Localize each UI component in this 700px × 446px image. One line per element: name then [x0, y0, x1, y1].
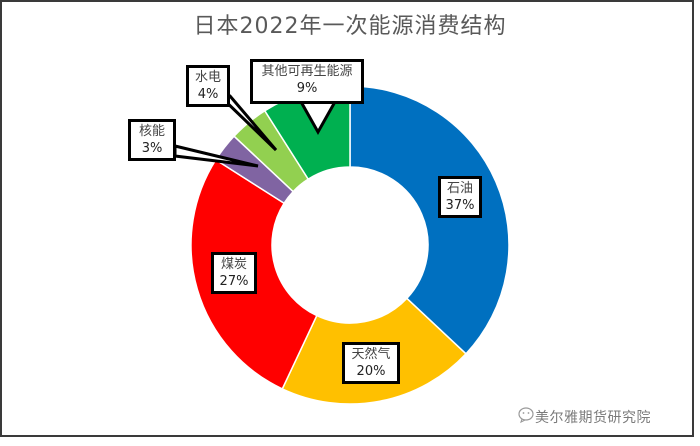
label-value: 9%	[296, 81, 318, 96]
label-name: 煤炭	[220, 257, 247, 272]
label-value: 3%	[141, 141, 163, 156]
watermark-text: 美尔雅期货研究院	[535, 410, 651, 426]
data-label-coal: 煤炭 27%	[211, 252, 257, 294]
data-label-renew: 其他可再生能源 9%	[250, 59, 364, 104]
data-label-oil: 石油 37%	[438, 176, 482, 218]
label-name: 其他可再生能源	[261, 64, 353, 79]
data-label-nuclear: 核能 3%	[128, 119, 176, 161]
label-value: 4%	[197, 87, 219, 102]
label-value: 27%	[219, 274, 249, 289]
wechat-icon	[518, 407, 534, 424]
slice-石油	[349, 85, 510, 355]
data-label-hydro: 水电 4%	[186, 65, 230, 107]
label-value: 20%	[356, 364, 386, 379]
chart-title: 日本2022年一次能源消费结构	[193, 14, 507, 39]
data-label-gas: 天然气 20%	[342, 342, 400, 384]
label-name: 水电	[194, 70, 221, 85]
label-value: 37%	[445, 198, 475, 213]
label-name: 石油	[446, 181, 473, 196]
label-name: 核能	[138, 124, 165, 139]
label-name: 天然气	[351, 347, 391, 362]
